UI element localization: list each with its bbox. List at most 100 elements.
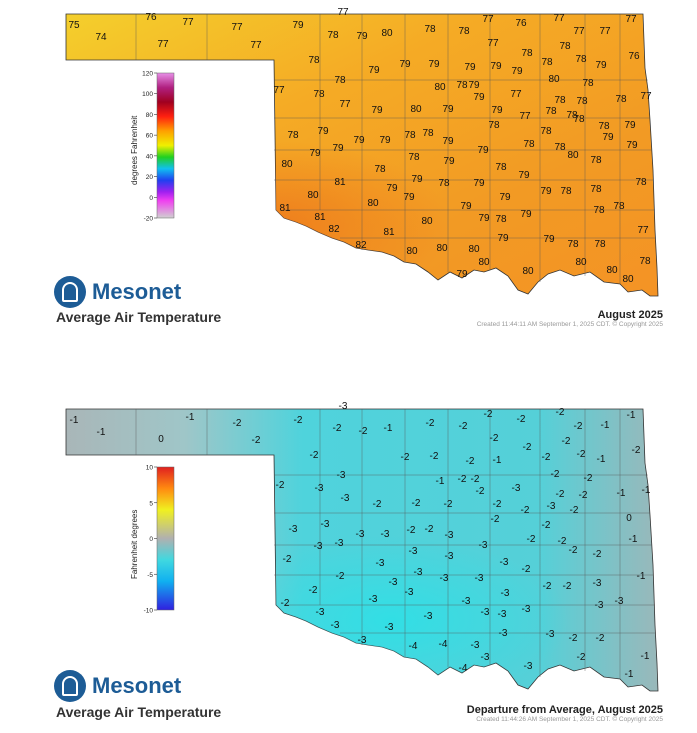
mesonet-logo-text: Mesonet: [92, 673, 182, 698]
station-departure-value: -2: [542, 520, 551, 531]
station-departure-value: -3: [369, 594, 378, 605]
station-temperature-value: 77: [637, 225, 649, 236]
station-temperature-value: 79: [595, 60, 607, 71]
station-departure-value: -3: [440, 573, 449, 584]
created-timestamp: Created 11:44:11 AM September 1, 2025 CD…: [476, 321, 663, 328]
station-departure-value: -2: [596, 633, 605, 644]
station-temperature-value: 78: [408, 152, 420, 163]
station-temperature-value: 79: [511, 66, 523, 77]
station-temperature-value: 79: [473, 92, 485, 103]
station-departure-value: -2: [490, 433, 499, 444]
temperature-color-scale: [156, 72, 175, 219]
station-departure-value: -1: [642, 485, 651, 496]
station-departure-value: -3: [414, 567, 423, 578]
station-temperature-value: 78: [559, 41, 571, 52]
station-temperature-value: 78: [560, 186, 572, 197]
station-temperature-value: 78: [495, 214, 507, 225]
station-departure-value: -1: [629, 534, 638, 545]
station-temperature-value: 78: [540, 126, 552, 137]
station-departure-value: -1: [186, 412, 195, 423]
station-temperature-value: 80: [406, 246, 418, 257]
station-departure-value: -2: [426, 418, 435, 429]
station-departure-value: -3: [615, 596, 624, 607]
average-temperature-panel: 75 74 76 77 77 77 77 77 79 78 79 80 78 78 77 76 77 77 77 77…: [0, 0, 697, 366]
station-temperature-value: 78: [567, 239, 579, 250]
station-departure-value: -3: [389, 577, 398, 588]
station-departure-value: -3: [331, 620, 340, 631]
station-temperature-value: 78: [308, 55, 320, 66]
station-departure-value: -2: [459, 421, 468, 432]
station-departure-value: -1: [70, 415, 79, 426]
station-departure-value: 0: [158, 434, 164, 445]
station-departure-value: -3: [409, 546, 418, 557]
station-departure-value: -2: [577, 449, 586, 460]
departure-scale-tick: -5: [147, 572, 153, 579]
station-departure-value: -2: [493, 499, 502, 510]
station-departure-value: -2: [425, 524, 434, 535]
station-temperature-value: 77: [553, 13, 565, 24]
station-temperature-value: 77: [510, 89, 522, 100]
station-temperature-value: 78: [582, 78, 594, 89]
station-temperature-value: 78: [590, 155, 602, 166]
station-temperature-value: 78: [495, 162, 507, 173]
station-departure-value: -3: [593, 578, 602, 589]
station-temperature-value: 77: [157, 39, 169, 50]
station-temperature-value: 80: [468, 244, 480, 255]
station-temperature-value: 77: [182, 17, 194, 28]
station-temperature-value: 78: [541, 57, 553, 68]
temperature-scale-tick: 0: [149, 195, 153, 202]
station-departure-value: -3: [335, 538, 344, 549]
station-temperature-value: 77: [339, 99, 351, 110]
station-departure-value: -2: [577, 652, 586, 663]
station-departure-value: -3: [337, 470, 346, 481]
station-temperature-value: 79: [379, 135, 391, 146]
station-temperature-value: 78: [575, 54, 587, 65]
temperature-scale-tick: 60: [146, 133, 154, 140]
station-temperature-value: 79: [473, 178, 485, 189]
station-departure-value: -1: [436, 476, 445, 487]
departure-values: -1-1-10-2-2-3-2-2 -2 -1 -2 -2-2 -2-2-2 -1-1-2-…: [70, 401, 651, 680]
station-departure-value: -2: [233, 418, 242, 429]
station-temperature-value: 78: [313, 89, 325, 100]
station-temperature-value: 80: [522, 266, 534, 277]
mesonet-logo-departure: Mesonet: [54, 670, 181, 702]
station-departure-value: -1: [637, 571, 646, 582]
station-temperature-value: 82: [355, 240, 367, 251]
station-departure-value: -1: [384, 423, 393, 434]
station-temperature-value: 79: [624, 120, 636, 131]
station-temperature-value: 80: [410, 104, 422, 115]
station-departure-value: -2: [281, 598, 290, 609]
station-temperature-value: 78: [488, 120, 500, 131]
station-departure-value: -3: [356, 529, 365, 540]
station-temperature-value: 79: [468, 80, 480, 91]
station-departure-value: -3: [445, 530, 454, 541]
station-temperature-value: 78: [554, 95, 566, 106]
station-temperature-value: 79: [497, 233, 509, 244]
station-temperature-value: 80: [567, 150, 579, 161]
station-departure-value: -2: [543, 581, 552, 592]
departure-scale-tick: 0: [149, 536, 153, 543]
station-departure-value: -2: [521, 505, 530, 516]
station-departure-value: -4: [409, 641, 418, 652]
station-temperature-value: 77: [599, 26, 611, 37]
station-temperature-value: 82: [328, 224, 340, 235]
departure-scale-tick: 5: [149, 500, 153, 507]
station-temperature-value: 78: [287, 130, 299, 141]
station-temperature-value: 76: [628, 51, 640, 62]
station-temperature-value: 79: [490, 61, 502, 72]
station-departure-value: -2: [584, 473, 593, 484]
station-temperature-value: 78: [545, 106, 557, 117]
station-departure-value: -2: [283, 554, 292, 565]
station-temperature-value: 80: [434, 82, 446, 93]
station-departure-value: -3: [501, 588, 510, 599]
station-departure-value: -2: [593, 549, 602, 560]
station-temperature-value: 80: [622, 274, 634, 285]
station-temperature-value: 79: [499, 192, 511, 203]
created-timestamp-departure: Created 11:44:26 AM September 1, 2025 CD…: [476, 716, 663, 723]
station-departure-value: -1: [627, 410, 636, 421]
station-temperature-value: 79: [520, 209, 532, 220]
station-temperature-value: 79: [460, 201, 472, 212]
station-temperature-value: 79: [464, 62, 476, 73]
station-departure-value: 0: [626, 513, 632, 524]
